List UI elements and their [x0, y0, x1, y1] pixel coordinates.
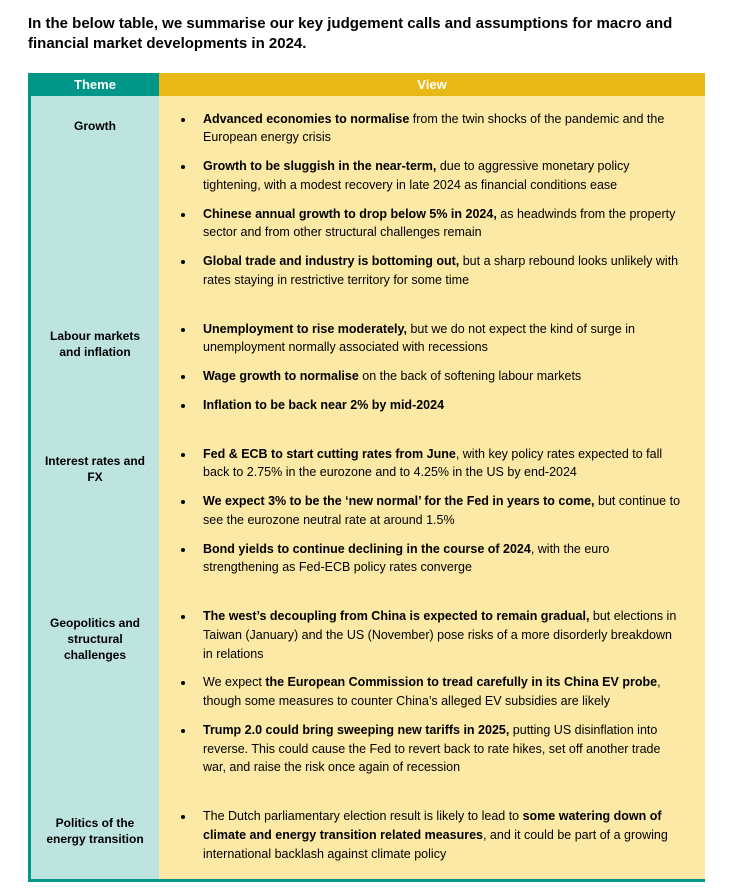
view-cell: Unemployment to rise moderately, but we …	[159, 306, 705, 431]
bold-text: Fed & ECB to start cutting rates from Ju…	[203, 447, 456, 461]
bold-text: The west’s decoupling from China is expe…	[203, 609, 589, 623]
bold-text: Advanced economies to normalise	[203, 112, 409, 126]
view-cell: Advanced economies to normalise from the…	[159, 96, 705, 306]
table-row: Growth Advanced economies to normalise fr…	[31, 96, 705, 306]
bold-text: the European Commission to tread careful…	[265, 675, 657, 689]
bold-text: Chinese annual growth to drop below 5% i…	[203, 207, 497, 221]
list-item: Inflation to be back near 2% by mid-2024	[195, 396, 685, 415]
view-cell: The Dutch parliamentary election result …	[159, 793, 705, 879]
bold-text: We expect 3% to be the ‘new normal’ for …	[203, 494, 595, 508]
bold-text: Unemployment to rise moderately,	[203, 322, 407, 336]
bold-text: Wage growth to normalise	[203, 369, 359, 383]
table-header-row: Theme View	[31, 73, 705, 96]
list-item: The Dutch parliamentary election result …	[195, 807, 685, 863]
bullet-list: Advanced economies to normalise from the…	[165, 110, 685, 290]
list-item: Growth to be sluggish in the near-term, …	[195, 157, 685, 195]
body-text: on the back of softening labour markets	[359, 369, 581, 383]
bold-text: Global trade and industry is bottoming o…	[203, 254, 459, 268]
theme-cell: Politics of the energy transition	[31, 793, 159, 879]
theme-cell: Geopolitics and structural challenges	[31, 593, 159, 793]
body-text: We expect	[203, 675, 265, 689]
table-row: Labour markets and inflation Unemployment…	[31, 306, 705, 431]
bold-text: Inflation to be back near 2% by mid-2024	[203, 398, 444, 412]
table-body: Growth Advanced economies to normalise fr…	[31, 96, 705, 880]
outlook-table: Theme View Growth Advanced economies to n…	[31, 73, 705, 880]
bold-text: Trump 2.0 could bring sweeping new tarif…	[203, 723, 509, 737]
bullet-list: The Dutch parliamentary election result …	[165, 807, 685, 863]
table-row: Politics of the energy transition The Dut…	[31, 793, 705, 879]
list-item: Wage growth to normalise on the back of …	[195, 367, 685, 386]
view-cell: Fed & ECB to start cutting rates from Ju…	[159, 431, 705, 594]
list-item: We expect the European Commission to tre…	[195, 673, 685, 711]
theme-cell: Growth	[31, 96, 159, 306]
list-item: Bond yields to continue declining in the…	[195, 540, 685, 578]
list-item: Fed & ECB to start cutting rates from Ju…	[195, 445, 685, 483]
outlook-table-wrap: Theme View Growth Advanced economies to n…	[28, 73, 705, 883]
theme-column-header: Theme	[31, 73, 159, 96]
list-item: Chinese annual growth to drop below 5% i…	[195, 205, 685, 243]
bold-text: Bond yields to continue declining in the…	[203, 542, 531, 556]
list-item: Trump 2.0 could bring sweeping new tarif…	[195, 721, 685, 777]
bold-text: Growth to be sluggish in the near-term,	[203, 159, 436, 173]
bullet-list: The west’s decoupling from China is expe…	[165, 607, 685, 777]
list-item: The west’s decoupling from China is expe…	[195, 607, 685, 663]
body-text: The Dutch parliamentary election result …	[203, 809, 523, 823]
intro-paragraph: In the below table, we summarise our key…	[28, 14, 705, 55]
view-column-header: View	[159, 73, 705, 96]
theme-cell: Interest rates and FX	[31, 431, 159, 594]
list-item: We expect 3% to be the ‘new normal’ for …	[195, 492, 685, 530]
table-row: Interest rates and FX Fed & ECB to start …	[31, 431, 705, 594]
list-item: Global trade and industry is bottoming o…	[195, 252, 685, 290]
table-row: Geopolitics and structural challenges The…	[31, 593, 705, 793]
bullet-list: Fed & ECB to start cutting rates from Ju…	[165, 445, 685, 578]
list-item: Unemployment to rise moderately, but we …	[195, 320, 685, 358]
theme-cell: Labour markets and inflation	[31, 306, 159, 431]
list-item: Advanced economies to normalise from the…	[195, 110, 685, 148]
bullet-list: Unemployment to rise moderately, but we …	[165, 320, 685, 415]
view-cell: The west’s decoupling from China is expe…	[159, 593, 705, 793]
